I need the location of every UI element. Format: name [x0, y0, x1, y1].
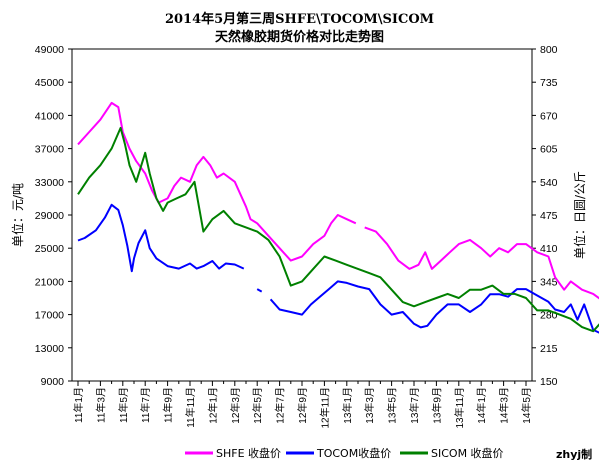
- plot-frame: [71, 48, 533, 382]
- right-tick-label: 215: [540, 343, 558, 355]
- x-tick-label: 13年3月: [363, 387, 376, 424]
- x-tick-label: 11年11月: [184, 387, 197, 428]
- chart-subtitle: 天然橡胶期货价格对比走势图: [214, 30, 384, 45]
- legend-label-0: SHFE 收盘价: [216, 446, 281, 460]
- x-tick-label: 11年5月: [117, 387, 130, 423]
- right-tick-label: 605: [540, 144, 558, 156]
- left-tick-label: 45000: [35, 77, 64, 89]
- left-tick-label: 49000: [35, 44, 64, 56]
- x-tick-label: 13年5月: [386, 387, 399, 424]
- x-tick-label: 13年11月: [453, 387, 466, 429]
- series-line-2: [77, 126, 599, 333]
- x-tick-label: 11年7月: [139, 387, 152, 423]
- x-tick-label: 14年1月: [475, 387, 488, 424]
- credit-text: zhyj制: [556, 447, 592, 461]
- right-tick-label: 540: [540, 177, 558, 189]
- x-tick-label: 12年3月: [229, 387, 242, 424]
- x-tick-label: 12年7月: [274, 387, 287, 424]
- x-tick-label: 13年7月: [408, 387, 421, 424]
- left-tick-label: 37000: [35, 144, 64, 156]
- x-tick-label: 13年9月: [430, 387, 443, 424]
- x-tick-label: 14年5月: [520, 387, 533, 424]
- left-tick-label: 25000: [35, 243, 64, 255]
- right-axis-label: 单位：日圆/公斤: [572, 171, 587, 259]
- left-tick-label: 17000: [35, 310, 64, 322]
- right-tick-label: 800: [540, 44, 558, 56]
- x-tick-label: 14年3月: [498, 387, 511, 424]
- left-tick-label: 41000: [35, 110, 64, 122]
- right-tick-label: 410: [540, 243, 558, 255]
- x-tick-label: 12年11月: [318, 387, 331, 429]
- right-tick-label: 735: [540, 77, 558, 89]
- chart-title: 2014年5月第三周SHFE\TOCOM\SICOM: [164, 12, 435, 27]
- left-axis-label: 单位：元/吨: [10, 183, 25, 247]
- x-tick-label: 13年1月: [341, 387, 354, 424]
- right-tick-label: 150: [540, 376, 558, 388]
- left-tick-label: 21000: [35, 276, 64, 288]
- left-tick-label: 13000: [35, 343, 64, 355]
- x-tick-label: 11年9月: [162, 387, 175, 423]
- right-tick-label: 670: [540, 110, 558, 122]
- x-tick-label: 12年1月: [206, 387, 219, 424]
- x-tick-label: 12年9月: [296, 387, 309, 424]
- x-tick-label: 11年1月: [72, 387, 85, 423]
- x-tick-label: 12年5月: [251, 387, 264, 424]
- right-tick-label: 475: [540, 210, 558, 222]
- left-tick-label: 29000: [35, 210, 64, 222]
- x-tick-label: 11年3月: [94, 387, 107, 423]
- left-tick-label: 9000: [41, 376, 65, 388]
- legend-label-1: TOCOM收盘价: [316, 446, 391, 460]
- left-tick-label: 33000: [35, 177, 64, 189]
- series-line-1: [77, 203, 599, 334]
- series-line-0: [77, 101, 599, 300]
- right-tick-label: 345: [540, 276, 558, 288]
- legend-label-2: SICOM 收盘价: [431, 446, 504, 460]
